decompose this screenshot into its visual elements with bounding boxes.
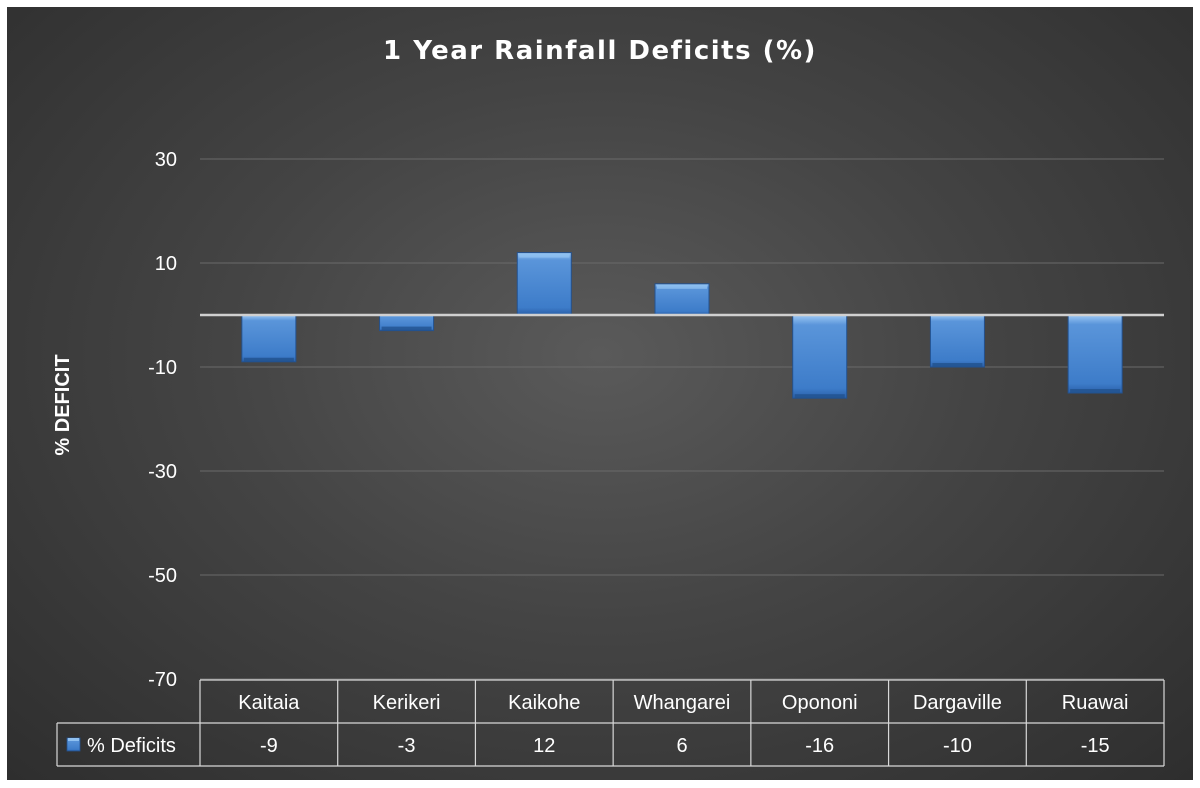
x-category-label: Opononi	[782, 692, 858, 714]
y-axis-ticks: 30 10 -10 -30 -50 -70	[148, 149, 177, 691]
x-category-label: Kerikeri	[373, 692, 441, 714]
x-category-label: Dargaville	[913, 692, 1002, 714]
y-tick-label: -50	[148, 565, 177, 587]
x-category-label: Kaikohe	[508, 692, 580, 714]
bars	[200, 252, 1164, 399]
data-label: -9	[260, 735, 278, 757]
x-category-label: Kaitaia	[238, 692, 300, 714]
y-tick-label: 30	[155, 149, 177, 171]
bar	[1067, 314, 1123, 394]
bar	[379, 314, 435, 332]
y-tick-label: -70	[148, 669, 177, 691]
x-category-label: Whangarei	[634, 692, 731, 714]
data-label: 12	[533, 735, 555, 757]
data-label: -15	[1081, 735, 1110, 757]
legend-key-icon	[66, 737, 81, 752]
y-tick-label: 10	[155, 253, 177, 275]
x-category-label: Ruawai	[1062, 692, 1129, 714]
chart-title: 1 Year Rainfall Deficits (%)	[383, 36, 817, 66]
gridlines	[200, 158, 1164, 680]
bar	[241, 314, 297, 363]
data-label: -3	[398, 735, 416, 757]
data-label: 6	[676, 735, 687, 757]
bar	[792, 314, 848, 399]
y-tick-label: -10	[148, 357, 177, 379]
y-axis-label: % DEFICIT	[52, 354, 74, 455]
data-label: -16	[805, 735, 834, 757]
legend-series-name: % Deficits	[87, 735, 176, 757]
data-table: Kaitaia -9 Kerikeri -3 Kaikohe 12 Whangarei 6 Op…	[56, 679, 1165, 767]
bar	[654, 283, 710, 316]
data-label: -10	[943, 735, 972, 757]
y-tick-label: -30	[148, 461, 177, 483]
chart-svg: 1 Year Rainfall Deficits (%) % DEFICIT 3…	[52, 36, 1165, 767]
bar	[929, 314, 985, 368]
bar	[516, 252, 572, 316]
chart-area: 1 Year Rainfall Deficits (%) % DEFICIT 3…	[7, 7, 1193, 780]
